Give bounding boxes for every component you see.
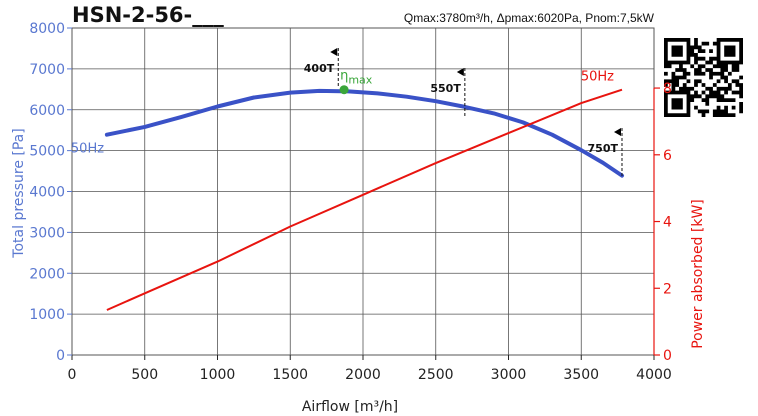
blade-angle-arrow — [456, 68, 464, 76]
y2-tick-label: 4 — [663, 215, 672, 231]
blade-angle-label: 400T — [304, 62, 335, 75]
x-axis-ticks: 0 500 1000 1500 2000 2500 3000 3500 4000 — [68, 355, 672, 383]
y2-tick-label: 2 — [663, 281, 672, 297]
eta-max-subscript: max — [348, 74, 372, 87]
pressure-curve — [104, 88, 624, 178]
eta-max-label: ηmax — [340, 69, 373, 87]
y-tick-label: 8000 — [29, 21, 65, 37]
x-tick-label: 4000 — [636, 367, 672, 383]
x-tick-label: 0 — [68, 367, 77, 383]
y-tick-label: 6000 — [29, 103, 65, 119]
y-axis-label: Total pressure [Pa] — [11, 128, 27, 258]
y-tick-label: 5000 — [29, 144, 65, 160]
blade-angle-arrow — [613, 128, 621, 136]
x-tick-label: 500 — [131, 367, 158, 383]
power-curve-label: 50Hz — [581, 70, 614, 85]
x-tick-label: 3500 — [563, 367, 599, 383]
series-layer: 50Hz 50Hz — [71, 70, 624, 311]
blade-angle-label: 750T — [588, 142, 619, 155]
y-tick-label: 4000 — [29, 185, 65, 201]
eta-max-point — [339, 85, 349, 95]
y-tick-label: 0 — [56, 348, 65, 364]
y-tick-label: 2000 — [29, 266, 65, 282]
left-axis-ticks: 0 1000 2000 3000 4000 5000 6000 7000 8000 — [29, 21, 72, 364]
chart-title: HSN-2-56-___ — [72, 3, 224, 27]
x-tick-label: 1500 — [272, 367, 308, 383]
qr-code-icon — [664, 38, 743, 117]
x-tick-label: 3000 — [491, 367, 527, 383]
annotations-layer: 400T 550T 750T ηmax — [304, 48, 623, 178]
power-curve — [106, 88, 623, 311]
chart-subtitle: Qmax:3780m³/h, Δpmax:6020Pa, Pnom:7,5kW — [404, 11, 655, 25]
y-tick-label: 3000 — [29, 225, 65, 241]
y-tick-label: 7000 — [29, 62, 65, 78]
x-tick-label: 2000 — [345, 367, 381, 383]
y2-tick-label: 6 — [663, 148, 672, 164]
y2-axis-label: Power absorbed [kW] — [690, 199, 706, 349]
y2-tick-label: 8 — [663, 81, 672, 97]
pressure-curve-label: 50Hz — [71, 142, 104, 157]
right-axis-ticks: 0 2 4 6 8 — [653, 81, 672, 364]
x-tick-label: 2500 — [418, 367, 454, 383]
y2-tick-label: 0 — [663, 348, 672, 364]
y-tick-label: 1000 — [29, 307, 65, 323]
blade-angle-label: 550T — [430, 82, 461, 95]
x-tick-label: 1000 — [200, 367, 236, 383]
qr-code-modules — [664, 38, 743, 117]
blade-angle-arrow — [330, 48, 338, 56]
x-axis-label: Airflow [m³/h] — [302, 399, 398, 415]
